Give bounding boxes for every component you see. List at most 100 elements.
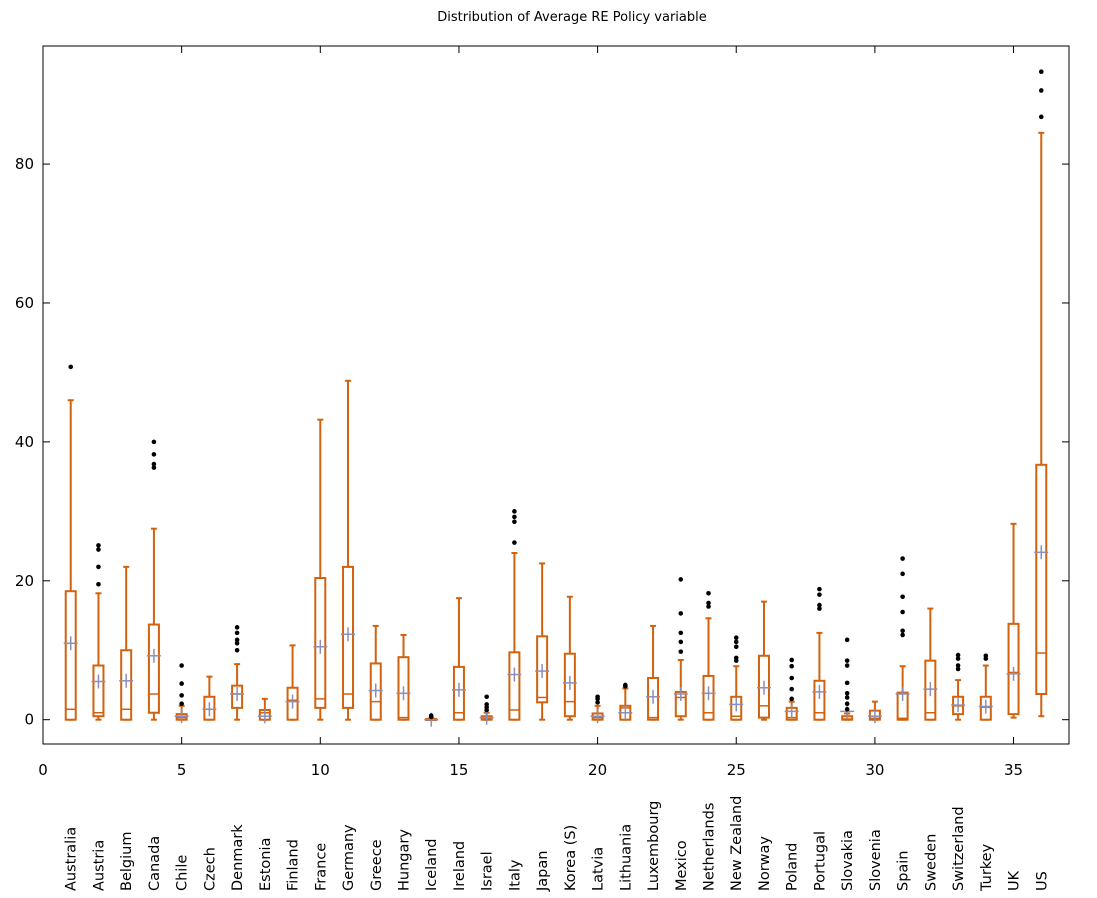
outlier-point (900, 609, 905, 615)
outlier-point (706, 604, 711, 609)
box-israel (479, 694, 494, 725)
outlier-point (678, 577, 684, 582)
country-label: Lithuania (618, 824, 634, 891)
box-france (313, 418, 328, 721)
box-italy (507, 509, 522, 721)
country-label: Switzerland (951, 806, 967, 891)
country-label: Sweden (923, 834, 939, 891)
box-norway (756, 600, 771, 721)
outlier-point (789, 657, 795, 663)
outlier-point (151, 461, 157, 467)
box-australia (63, 364, 78, 721)
outlier-point (900, 628, 905, 634)
outlier-point (817, 606, 822, 611)
outlier-point (733, 644, 739, 650)
boxes-layer (63, 69, 1049, 727)
outlier-point (1038, 69, 1044, 74)
y-tick-label: 60 (15, 294, 34, 312)
outlier-point (512, 509, 517, 514)
x-tick-label: 20 (588, 761, 607, 779)
box-mexico (673, 577, 688, 721)
outlier-point (789, 663, 795, 669)
outlier-point (844, 663, 850, 668)
country-label: Greece (369, 839, 385, 891)
outlier-point (595, 694, 600, 700)
country-label: Slovenia (868, 829, 884, 891)
outlier-point (678, 639, 684, 645)
outlier-point (844, 706, 850, 712)
outlier-point (844, 680, 850, 686)
country-label: Australia (64, 827, 80, 891)
country-label: Hungary (396, 829, 412, 891)
outlier-point (789, 686, 795, 692)
x-tick-label: 35 (1004, 761, 1023, 779)
outlier-point (844, 701, 850, 707)
outlier-point (678, 611, 684, 616)
outlier-point (96, 564, 101, 570)
box-chile (174, 663, 189, 724)
outlier-point (900, 594, 905, 600)
box-latvia (590, 694, 605, 724)
outlier-point (733, 639, 739, 645)
box-czech (202, 675, 217, 721)
country-label: Israel (480, 851, 496, 891)
outlier-point (68, 364, 74, 370)
outlier-point (733, 655, 739, 661)
chart-title: Distribution of Average RE Policy variab… (437, 10, 707, 25)
box-luxembourg (646, 624, 661, 721)
outlier-point (706, 590, 711, 596)
box-sweden (923, 607, 938, 721)
box-iqr (508, 651, 521, 721)
outlier-point (151, 452, 157, 457)
outlier-point (96, 581, 101, 587)
outlier-point (844, 695, 850, 700)
box-germany (341, 379, 356, 721)
outlier-point (900, 632, 905, 638)
box-korea-s- (562, 595, 577, 721)
outlier-point (179, 663, 184, 668)
outlier-point (955, 656, 961, 661)
box-greece (368, 624, 383, 721)
box-new-zealand (729, 635, 744, 721)
outlier-point (234, 625, 240, 630)
country-label: France (313, 843, 329, 891)
box-spain (895, 556, 910, 721)
outlier-point (983, 653, 989, 659)
outlier-point (234, 630, 240, 636)
outlier-point (484, 702, 489, 707)
outlier-point (595, 700, 600, 705)
outlier-point (512, 519, 517, 525)
box-iqr (147, 623, 160, 714)
outlier-point (96, 547, 101, 552)
country-label: Portugal (812, 831, 828, 891)
country-label: Belgium (119, 832, 135, 891)
country-label: Poland (785, 843, 801, 891)
box-slovakia (840, 637, 855, 721)
outlier-point (955, 663, 961, 668)
box-slovenia (867, 700, 882, 724)
outlier-point (179, 693, 184, 698)
box-uk (1006, 522, 1021, 719)
outlier-point (955, 652, 961, 658)
x-tick-label: 30 (865, 761, 884, 779)
y-tick-label: 20 (15, 572, 34, 590)
outlier-point (900, 556, 905, 561)
outlier-point (151, 439, 157, 445)
country-label: Austria (91, 840, 107, 891)
box-belgium (119, 565, 134, 721)
outlier-point (512, 514, 517, 520)
box-lithuania (618, 682, 633, 721)
outlier-point (1038, 88, 1044, 93)
x-tick-label: 0 (38, 761, 48, 779)
outlier-point (179, 701, 184, 707)
y-tick-label: 80 (15, 155, 34, 173)
country-label: Germany (341, 824, 357, 891)
box-hungary (396, 633, 411, 721)
box-iqr (92, 664, 105, 718)
country-label: Latvia (591, 847, 607, 891)
outlier-point (900, 571, 905, 577)
country-label: Japan (535, 851, 551, 892)
outlier-point (484, 694, 489, 700)
outlier-point (789, 675, 795, 681)
